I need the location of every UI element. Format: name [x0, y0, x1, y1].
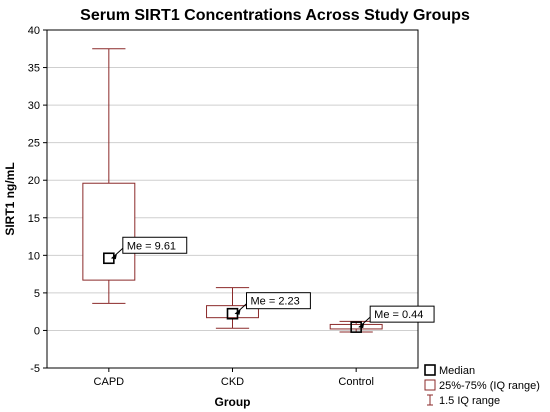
annotation-arrowhead	[110, 254, 117, 260]
annotation-arrowhead	[358, 323, 365, 329]
legend-median-swatch	[424, 364, 436, 376]
y-tick-label: -5	[30, 363, 40, 375]
x-axis-ticks: CAPD CKD Control	[94, 368, 374, 388]
median-annotation: Me = 2.23	[234, 292, 311, 315]
legend-iqr-swatch	[424, 379, 436, 391]
median-label: Me = 2.23	[251, 296, 300, 308]
median-annotation: Me = 9.61	[110, 236, 188, 260]
y-axis-label: SIRT1 ng/mL	[3, 162, 17, 235]
y-tick-label: 25	[28, 138, 40, 150]
y-tick-label: 5	[34, 288, 40, 300]
legend-label: Median	[439, 365, 475, 377]
median-label-box	[246, 292, 311, 310]
legend-item: 25%-75% (IQ range)	[424, 379, 540, 392]
median-annotations: Me = 9.61 Me = 2.23 Me = 0.44	[110, 236, 435, 329]
box-capd	[82, 48, 136, 304]
x-axis-label: Group	[215, 395, 251, 409]
x-tick-label: CAPD	[94, 376, 125, 388]
y-tick-label: 35	[28, 63, 40, 75]
median-label-box	[122, 236, 188, 254]
median-label: Me = 9.61	[127, 240, 176, 252]
legend-item: 1.5 IQ range	[427, 394, 500, 407]
iqr-box	[206, 305, 259, 319]
median-label-box	[369, 305, 435, 323]
y-tick-label: 40	[28, 25, 40, 37]
annotation-arrowhead	[234, 309, 241, 315]
y-axis-ticks: -5 0 5 10 15 20 25 30 35 40	[28, 25, 47, 375]
iqr-box	[82, 182, 136, 281]
iqr-box	[329, 323, 383, 330]
median-annotation: Me = 0.44	[358, 305, 435, 329]
chart-title: Serum SIRT1 Concentrations Across Study …	[80, 7, 470, 24]
median-label: Me = 0.44	[374, 309, 423, 321]
legend-label: 1.5 IQ range	[439, 395, 500, 407]
y-tick-label: 30	[28, 100, 40, 112]
legend: Median 25%-75% (IQ range) 1.5 IQ range	[424, 364, 540, 407]
legend-label: 25%-75% (IQ range)	[439, 380, 540, 392]
x-tick-label: Control	[338, 376, 373, 388]
y-tick-label: 15	[28, 213, 40, 225]
box-series	[82, 48, 383, 333]
x-tick-label: CKD	[221, 376, 244, 388]
box-ckd	[206, 287, 259, 329]
y-tick-label: 10	[28, 250, 40, 262]
legend-item: Median	[424, 364, 475, 377]
y-tick-label: 0	[34, 325, 40, 337]
y-tick-label: 20	[28, 175, 40, 187]
